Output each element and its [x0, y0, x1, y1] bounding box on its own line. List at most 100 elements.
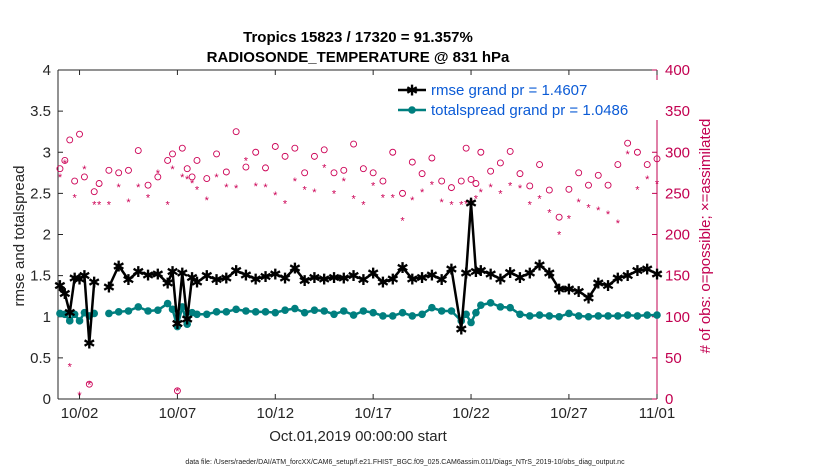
y-tick-label: 2.5 — [30, 185, 51, 202]
rmse-point: ✱ — [240, 267, 253, 284]
obs-possible-marker — [222, 168, 230, 176]
obs-possible-marker — [555, 213, 563, 221]
obs-possible-marker — [462, 144, 470, 152]
obs-possible-marker — [457, 177, 465, 185]
y-tick-label: 0.5 — [30, 350, 51, 367]
totalspread-point — [545, 312, 554, 320]
totalspread-point — [535, 311, 544, 319]
rmse-point: ✱ — [68, 271, 81, 288]
obs-possible-marker — [242, 163, 250, 171]
rmse-point: ✱ — [563, 281, 576, 298]
totalspread-point — [472, 308, 480, 317]
obs-possible-marker — [115, 169, 123, 177]
rmse-point: ✱ — [269, 266, 282, 283]
obs-assimilated-marker: * — [508, 180, 513, 192]
obs-possible-marker — [134, 147, 142, 155]
obs-possible-marker — [291, 144, 299, 152]
obs-assimilated-marker: * — [63, 158, 68, 170]
obs-possible-marker — [653, 155, 661, 163]
y-right-tick-label: 150 — [665, 268, 690, 285]
obs-possible-marker — [281, 152, 289, 160]
rmse-point: ✱ — [426, 267, 439, 284]
obs-possible-marker — [340, 166, 348, 174]
totalspread-point — [574, 312, 583, 320]
totalspread-point — [653, 311, 661, 319]
rmse-point: ✱ — [166, 264, 179, 281]
rmse-point: ✱ — [484, 266, 497, 283]
totalspread-point — [251, 308, 260, 316]
y-right-ticks: 0 50 100 150 200 250 300 350 400 — [652, 62, 690, 408]
totalspread-point — [61, 310, 69, 319]
y-tick-label: 1 — [43, 309, 51, 326]
y-tick-label: 3 — [43, 144, 51, 161]
chart-title: Tropics 15823 / 17320 = 91.357% — [243, 29, 473, 46]
rmse-line — [107, 201, 658, 331]
totalspread-point — [525, 312, 534, 320]
y-right-tick-label: 400 — [665, 62, 690, 79]
obs-assimilated-marker: * — [107, 199, 112, 211]
totalspread-point — [408, 312, 417, 320]
totalspread-point — [594, 312, 603, 320]
rmse-point: ✱ — [161, 276, 174, 293]
legend-box — [392, 80, 660, 120]
legend-rmse-marker: ✱ — [406, 83, 419, 100]
totalspread-point — [359, 307, 368, 315]
obs-assimilated-marker: * — [58, 172, 63, 184]
obs-assimilated-marker: * — [557, 230, 562, 242]
obs-assimilated-marker: * — [342, 176, 347, 188]
x-tick-label: 10/27 — [550, 405, 588, 422]
obs-assimilated-marker: * — [126, 197, 131, 209]
obs-assimilated-marker: * — [567, 213, 572, 225]
totalspread-point — [437, 307, 446, 315]
obs-possible-marker — [203, 175, 211, 183]
obs-possible-marker — [252, 148, 260, 156]
rmse-point: ✱ — [396, 260, 409, 277]
obs-possible-marker — [310, 152, 318, 160]
obs-assimilated-marker: * — [273, 190, 278, 202]
rmse-point: ✱ — [435, 272, 448, 289]
obs-assimilated-marker: * — [97, 199, 102, 211]
rmse-point: ✱ — [543, 266, 556, 283]
totalspread-point — [516, 310, 524, 319]
obs-possible-marker — [125, 166, 132, 174]
totalspread-point — [623, 311, 632, 319]
obs-possible-marker — [399, 189, 406, 197]
totalspread-point — [173, 322, 182, 331]
footnote: data file: /Users/raeder/DAI/ATM_forcXX/… — [185, 459, 625, 466]
rmse-point: ✱ — [572, 284, 585, 301]
obs-assimilated-marker: * — [391, 193, 396, 205]
y-ticks: 0 0.5 1 1.5 2 2.5 3 3.5 4 — [30, 62, 63, 408]
obs-assimilated-marker: * — [117, 182, 122, 194]
x-tick-label: 10/12 — [257, 405, 295, 422]
obs-assimilated-marker: * — [72, 193, 77, 205]
totalspread-point — [477, 301, 485, 310]
obs-assimilated-marker: * — [283, 198, 288, 210]
obs-possible-marker — [188, 173, 196, 181]
obs-possible-marker — [71, 177, 79, 185]
rmse-point: ✱ — [142, 267, 155, 284]
totalspread-point — [144, 307, 152, 315]
obs-possible-marker — [506, 147, 514, 155]
totalspread-point — [496, 303, 505, 311]
rmse-point: ✱ — [176, 266, 189, 283]
rmse-point: ✱ — [249, 271, 262, 288]
obs-possible-marker — [173, 387, 181, 395]
obs-assimilated-marker: * — [224, 182, 229, 194]
rmse-point: ✱ — [504, 265, 517, 282]
rmse-point: ✱ — [59, 286, 72, 303]
totalspread-point — [320, 307, 329, 315]
obs-possible-marker — [271, 143, 279, 150]
rmse-point: ✱ — [460, 266, 473, 283]
series-lines: ✱✱✱✱✱✱✱✱ ✱✱✱✱✱✱✱✱✱✱✱✱✱✱✱✱✱✱✱✱✱✱✱✱✱✱✱✱✱✱✱✱… — [54, 196, 664, 353]
y-tick-label: 1.5 — [30, 268, 51, 285]
totalspread-point — [330, 310, 338, 319]
y-right-tick-label: 350 — [665, 103, 690, 120]
plot-box — [58, 70, 657, 399]
obs-assimilated-marker: * — [136, 182, 141, 194]
obs-possible-marker — [213, 150, 221, 158]
totalspread-point — [134, 303, 143, 311]
obs-assimilated-marker: * — [263, 182, 268, 194]
totalspread-point — [183, 320, 191, 328]
obs-possible-marker — [178, 144, 186, 152]
